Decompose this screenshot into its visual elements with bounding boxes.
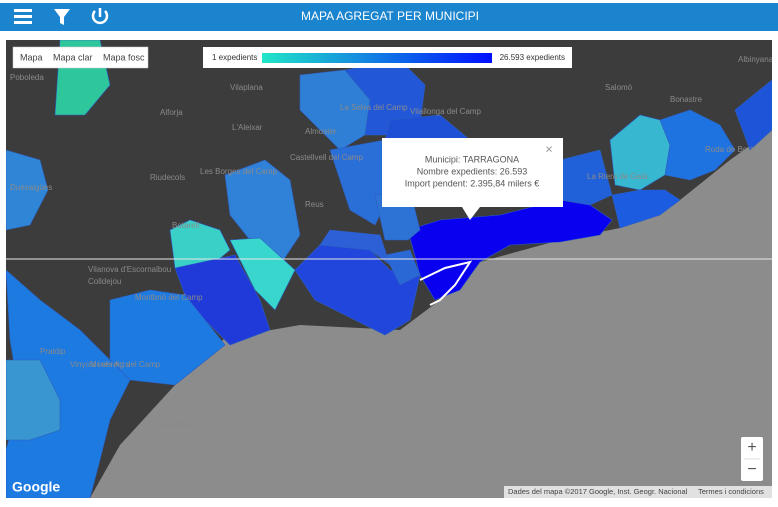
place-label: Alforja (160, 108, 183, 117)
map-type-button[interactable]: Mapa (20, 52, 43, 62)
place-label: Poboleda (10, 73, 44, 82)
google-logo: Google (12, 479, 60, 495)
place-label: Almoster (305, 127, 337, 136)
popup-line: Nombre expedients: 26.593 (417, 166, 528, 176)
place-label: Vilallonga del Camp (410, 107, 482, 116)
place-label: Montbrió del Camp (135, 293, 203, 302)
place-label: Mont-roig del Camp (90, 360, 161, 369)
place-label: Castellvell del Camp (290, 153, 363, 162)
place-label: Pratdip (40, 347, 66, 356)
attribution-terms[interactable]: Termes i condicions (698, 487, 764, 496)
popup-close[interactable]: × (545, 141, 553, 156)
place-labels: Poboleda Vilaplana Alforja L'Aleixar Almoste… (10, 55, 774, 429)
attribution-data: Dades del mapa ©2017 Google, Inst. Geogr… (508, 487, 688, 496)
map-type-selected (98, 48, 147, 67)
header-title: MAPA AGREGAT PER MUNICIPI (301, 9, 479, 23)
place-label: La Selva del Camp (340, 103, 408, 112)
place-label: La Riera de Gaià (587, 172, 648, 181)
legend-max: 26.593 expedients (500, 53, 565, 62)
port-outline (419, 260, 473, 306)
place-label: L'Aleixar (232, 123, 263, 132)
map[interactable]: Poboleda Vilaplana Alforja L'Aleixar Almoste… (6, 40, 774, 498)
map-type-button[interactable]: Mapa clar (53, 52, 93, 62)
map-type-button[interactable]: Mapa fosc (103, 52, 145, 62)
place-label: Salomó (605, 83, 633, 92)
menu-icon[interactable] (14, 9, 32, 24)
popup-line: Municipi: TARRAGONA (425, 154, 519, 164)
place-label: Colldejou (88, 277, 121, 286)
place-label: Bonastre (670, 95, 703, 104)
header-bar (0, 3, 778, 31)
attribution-bar (504, 486, 772, 498)
zoom-out[interactable]: − (747, 461, 756, 478)
legend-min: 1 expedients (212, 53, 257, 62)
place-label: Reus (305, 200, 324, 209)
info-popup (382, 138, 563, 220)
place-label: Les Borges del Camp (200, 167, 277, 176)
filter-icon[interactable] (54, 9, 70, 25)
place-label: Vinyols i els Arcs (70, 360, 130, 369)
zoom-in[interactable]: + (747, 439, 756, 456)
place-label: Vilaplana (230, 83, 263, 92)
power-icon[interactable] (91, 8, 109, 25)
legend-gradient (262, 53, 492, 63)
place-label: Duesaigües (10, 183, 52, 192)
place-label: Cambrils (160, 420, 192, 429)
place-label: Roda de Berà (705, 145, 755, 154)
sea (90, 130, 772, 498)
place-label: Vilanova d'Escornalbou (88, 265, 171, 274)
place-label: Albinyana (738, 55, 774, 64)
place-label: Riudecols (150, 173, 185, 182)
place-label: Botarell (172, 221, 199, 230)
popup-line: Import pendent: 2.395,84 milers € (405, 178, 540, 188)
